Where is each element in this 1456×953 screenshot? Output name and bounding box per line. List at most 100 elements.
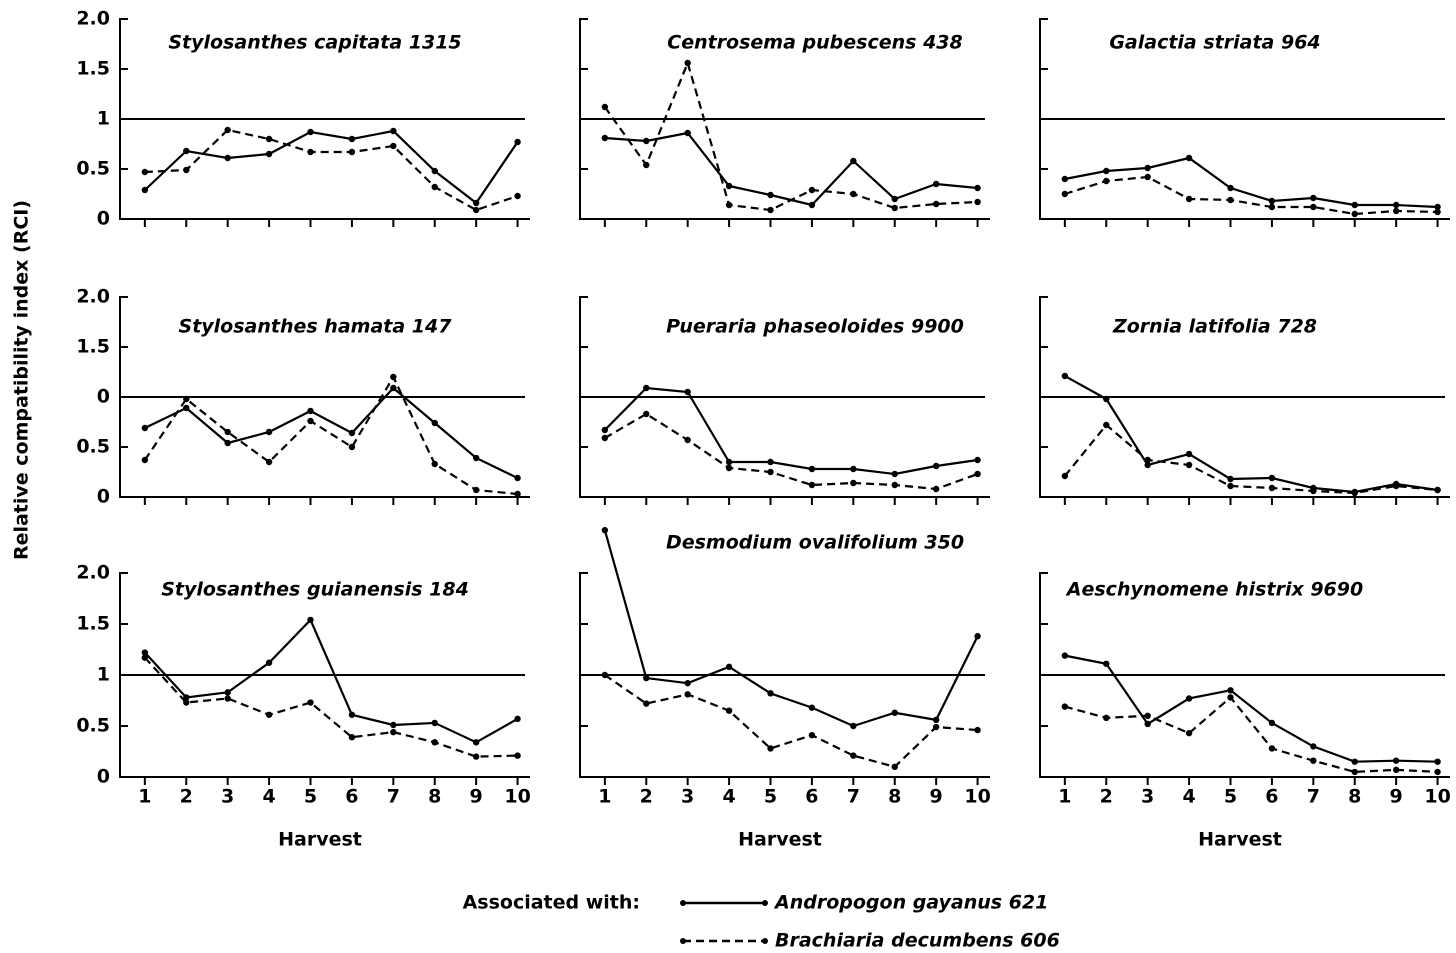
data-point [1434, 758, 1441, 765]
data-point [265, 428, 273, 436]
data-point [725, 182, 733, 190]
x-tick-label: 7 [387, 786, 400, 808]
panel-title: Stylosanthes capitata 1315 [168, 32, 461, 54]
data-point [307, 148, 314, 156]
data-point [1268, 203, 1276, 211]
data-point [307, 417, 314, 425]
series-line [603, 529, 979, 728]
legend-label: Andropogon gayanus 621 [773, 892, 1048, 914]
data-point [1103, 167, 1110, 175]
y-tick-label: 2.0 [76, 286, 110, 308]
data-point [1227, 196, 1234, 204]
x-tick-label: 5 [764, 786, 777, 808]
data-point [1351, 489, 1358, 497]
data-point [348, 148, 356, 156]
y-tick-label: 2.0 [76, 8, 110, 30]
data-point [725, 201, 733, 209]
data-point [224, 428, 231, 436]
data-point [891, 204, 898, 212]
data-point [767, 745, 774, 752]
data-point [224, 154, 231, 162]
data-point [390, 728, 397, 736]
data-point [850, 157, 857, 165]
data-point [850, 190, 857, 198]
data-point [684, 59, 691, 67]
data-point [1103, 421, 1110, 429]
data-point [643, 700, 650, 707]
x-tick-label: 7 [847, 786, 860, 808]
data-point [390, 384, 397, 392]
data-point [932, 180, 940, 188]
data-point [1268, 745, 1276, 752]
x-tick-label: 3 [1141, 786, 1154, 808]
data-point [1061, 372, 1069, 380]
data-point [1268, 474, 1276, 482]
data-point [141, 186, 149, 194]
data-point [1392, 482, 1400, 490]
data-point [390, 127, 397, 135]
y-tick-label: 1 [97, 664, 110, 686]
data-point [1103, 395, 1110, 403]
data-point [1310, 203, 1317, 211]
data-point [1351, 768, 1358, 776]
data-point [725, 464, 733, 472]
legend-marker [680, 900, 686, 906]
data-point [1310, 757, 1317, 764]
data-point [1392, 201, 1400, 209]
legend-marker [762, 938, 768, 944]
series-line [604, 131, 978, 207]
y-tick-label: 1.5 [76, 336, 110, 358]
data-point [1103, 714, 1110, 722]
data-point [1392, 757, 1400, 764]
data-point [1227, 482, 1234, 490]
data-point [601, 103, 609, 111]
data-point [1310, 194, 1317, 202]
series-line [1064, 175, 1438, 216]
data-point [141, 168, 149, 176]
data-point [307, 699, 314, 706]
series-line [1064, 654, 1438, 763]
series-line [604, 412, 978, 491]
x-tick-label: 9 [1390, 786, 1403, 808]
x-tick-label: 3 [221, 786, 234, 808]
data-point [1103, 177, 1110, 185]
data-point [891, 709, 898, 716]
data-point [307, 407, 314, 415]
data-point [1185, 729, 1193, 737]
data-point [348, 443, 356, 451]
x-tick-label: 7 [1307, 786, 1320, 808]
data-point [183, 404, 190, 412]
data-point [643, 161, 650, 169]
x-tick-label: 2 [180, 786, 193, 808]
data-point [390, 373, 397, 381]
data-point [808, 481, 816, 489]
data-point [307, 616, 314, 624]
data-point [767, 191, 774, 199]
data-point [307, 128, 314, 136]
x-tick-label: 1 [598, 786, 611, 808]
data-point [1144, 173, 1151, 181]
data-point [974, 198, 981, 206]
series-line [144, 129, 519, 205]
data-point [1392, 766, 1400, 774]
legend-marker [762, 900, 768, 906]
data-point [932, 485, 940, 493]
panel-title: Aeschynomene histrix 9690 [1065, 579, 1363, 601]
data-point [974, 726, 981, 734]
data-point [1061, 175, 1069, 183]
data-point [431, 460, 438, 468]
data-point [141, 456, 149, 464]
data-point [643, 137, 650, 145]
data-point [183, 395, 190, 403]
x-tick-label: 8 [888, 786, 901, 808]
x-tick-label: 1 [1058, 786, 1071, 808]
data-point [1103, 660, 1110, 667]
data-point [224, 126, 231, 134]
data-point [1144, 720, 1151, 728]
data-point [850, 465, 857, 473]
data-point [1144, 461, 1151, 469]
x-tick-label: 2 [1100, 786, 1113, 808]
data-point [725, 707, 733, 714]
data-point [1227, 184, 1234, 192]
data-point [891, 763, 898, 770]
